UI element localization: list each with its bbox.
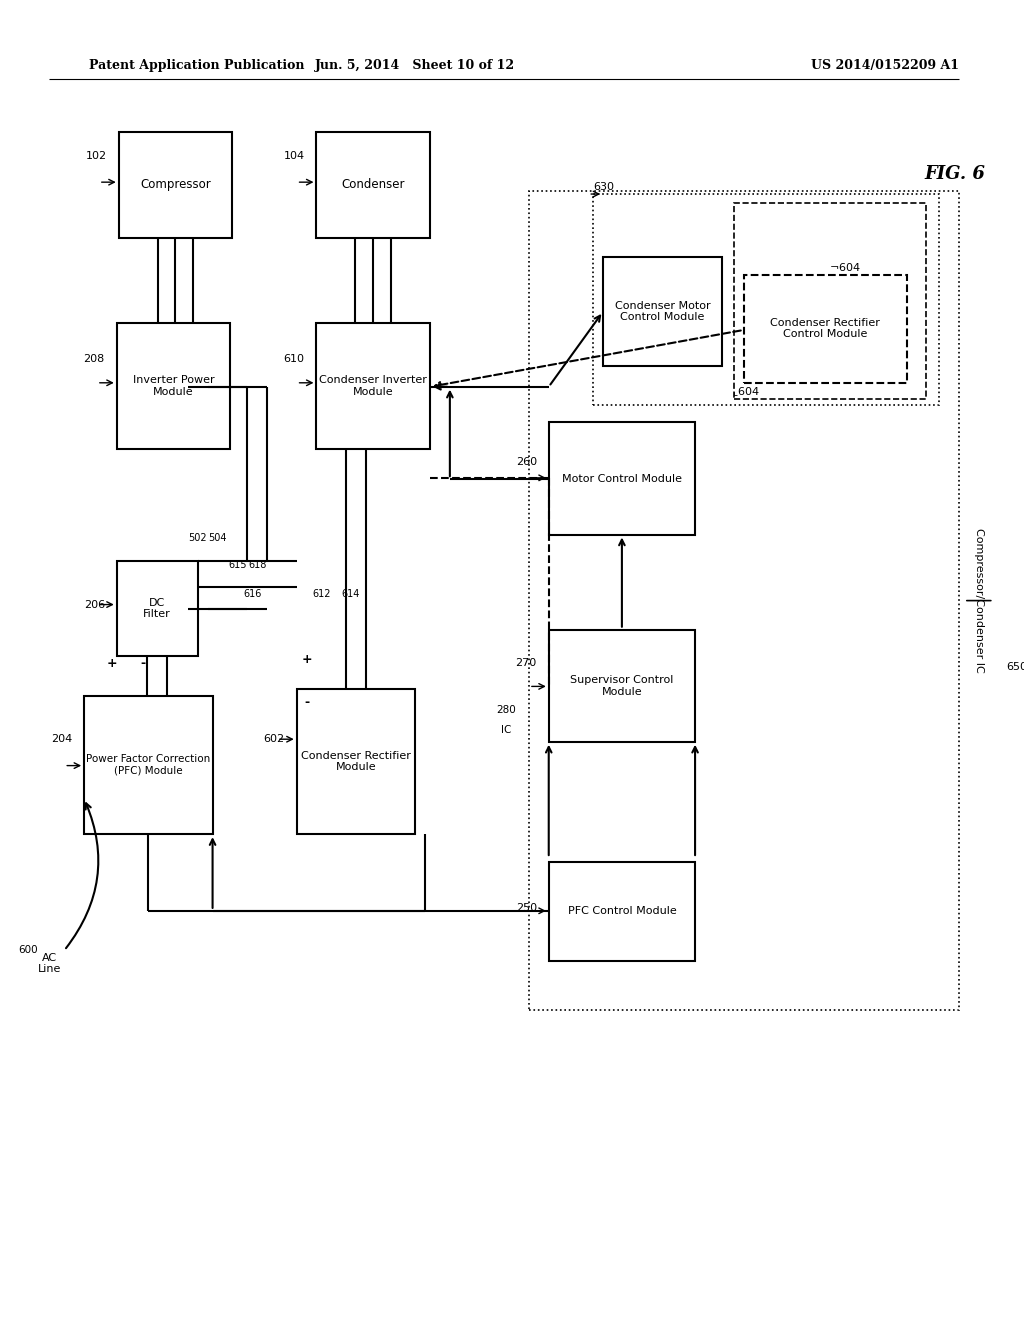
Text: 610: 610 xyxy=(284,354,304,364)
Text: $\llcorner$604: $\llcorner$604 xyxy=(732,385,760,399)
Text: FIG. 6: FIG. 6 xyxy=(925,165,985,183)
Text: +: + xyxy=(106,656,117,669)
Text: 650: 650 xyxy=(1007,661,1024,672)
Text: IC: IC xyxy=(501,725,511,735)
Text: 612: 612 xyxy=(312,589,331,599)
Text: Motor Control Module: Motor Control Module xyxy=(562,474,682,483)
Text: 600: 600 xyxy=(18,945,38,956)
FancyBboxPatch shape xyxy=(549,862,695,961)
FancyBboxPatch shape xyxy=(117,561,198,656)
Text: 502: 502 xyxy=(188,533,207,544)
FancyBboxPatch shape xyxy=(117,323,230,449)
Text: 206: 206 xyxy=(84,599,104,610)
Text: 280: 280 xyxy=(497,705,516,715)
Text: 616: 616 xyxy=(243,589,261,599)
FancyBboxPatch shape xyxy=(603,257,722,366)
Text: Condenser Motor
Control Module: Condenser Motor Control Module xyxy=(614,301,711,322)
Text: PFC Control Module: PFC Control Module xyxy=(567,907,676,916)
Text: Compressor: Compressor xyxy=(140,178,211,191)
FancyBboxPatch shape xyxy=(297,689,416,834)
Text: 270: 270 xyxy=(516,657,537,668)
FancyBboxPatch shape xyxy=(743,275,906,383)
Text: AC
Line: AC Line xyxy=(38,953,61,974)
Text: 614: 614 xyxy=(342,589,360,599)
Text: 104: 104 xyxy=(284,150,304,161)
Text: 204: 204 xyxy=(51,734,72,744)
Text: DC
Filter: DC Filter xyxy=(143,598,171,619)
Text: Compressor/Condenser IC: Compressor/Condenser IC xyxy=(974,528,984,673)
Text: Condenser Rectifier
Module: Condenser Rectifier Module xyxy=(301,751,411,772)
FancyBboxPatch shape xyxy=(549,422,695,535)
Text: 102: 102 xyxy=(86,150,106,161)
Text: Inverter Power
Module: Inverter Power Module xyxy=(133,375,214,397)
Text: 630: 630 xyxy=(593,182,614,193)
Text: 615: 615 xyxy=(228,560,247,570)
Text: US 2014/0152209 A1: US 2014/0152209 A1 xyxy=(811,59,958,73)
Text: Condenser: Condenser xyxy=(341,178,404,191)
FancyBboxPatch shape xyxy=(316,132,430,238)
Text: 504: 504 xyxy=(208,533,226,544)
Text: Condenser Inverter
Module: Condenser Inverter Module xyxy=(319,375,427,397)
Text: Power Factor Correction
(PFC) Module: Power Factor Correction (PFC) Module xyxy=(86,754,211,776)
FancyBboxPatch shape xyxy=(549,630,695,742)
FancyBboxPatch shape xyxy=(84,696,213,834)
Text: Patent Application Publication: Patent Application Publication xyxy=(89,59,304,73)
Text: Supervisor Control
Module: Supervisor Control Module xyxy=(570,675,674,697)
Text: 250: 250 xyxy=(516,903,537,913)
Text: Jun. 5, 2014   Sheet 10 of 12: Jun. 5, 2014 Sheet 10 of 12 xyxy=(315,59,515,73)
FancyBboxPatch shape xyxy=(119,132,232,238)
Text: $\neg$604: $\neg$604 xyxy=(828,260,860,273)
Text: -: - xyxy=(141,656,146,669)
Text: 618: 618 xyxy=(248,560,266,570)
Text: 260: 260 xyxy=(516,457,537,467)
Text: -: - xyxy=(304,696,309,709)
Text: 208: 208 xyxy=(84,354,104,364)
Text: +: + xyxy=(301,652,312,665)
FancyBboxPatch shape xyxy=(316,323,430,449)
Text: Condenser Rectifier
Control Module: Condenser Rectifier Control Module xyxy=(770,318,880,339)
Text: 602: 602 xyxy=(263,734,285,744)
